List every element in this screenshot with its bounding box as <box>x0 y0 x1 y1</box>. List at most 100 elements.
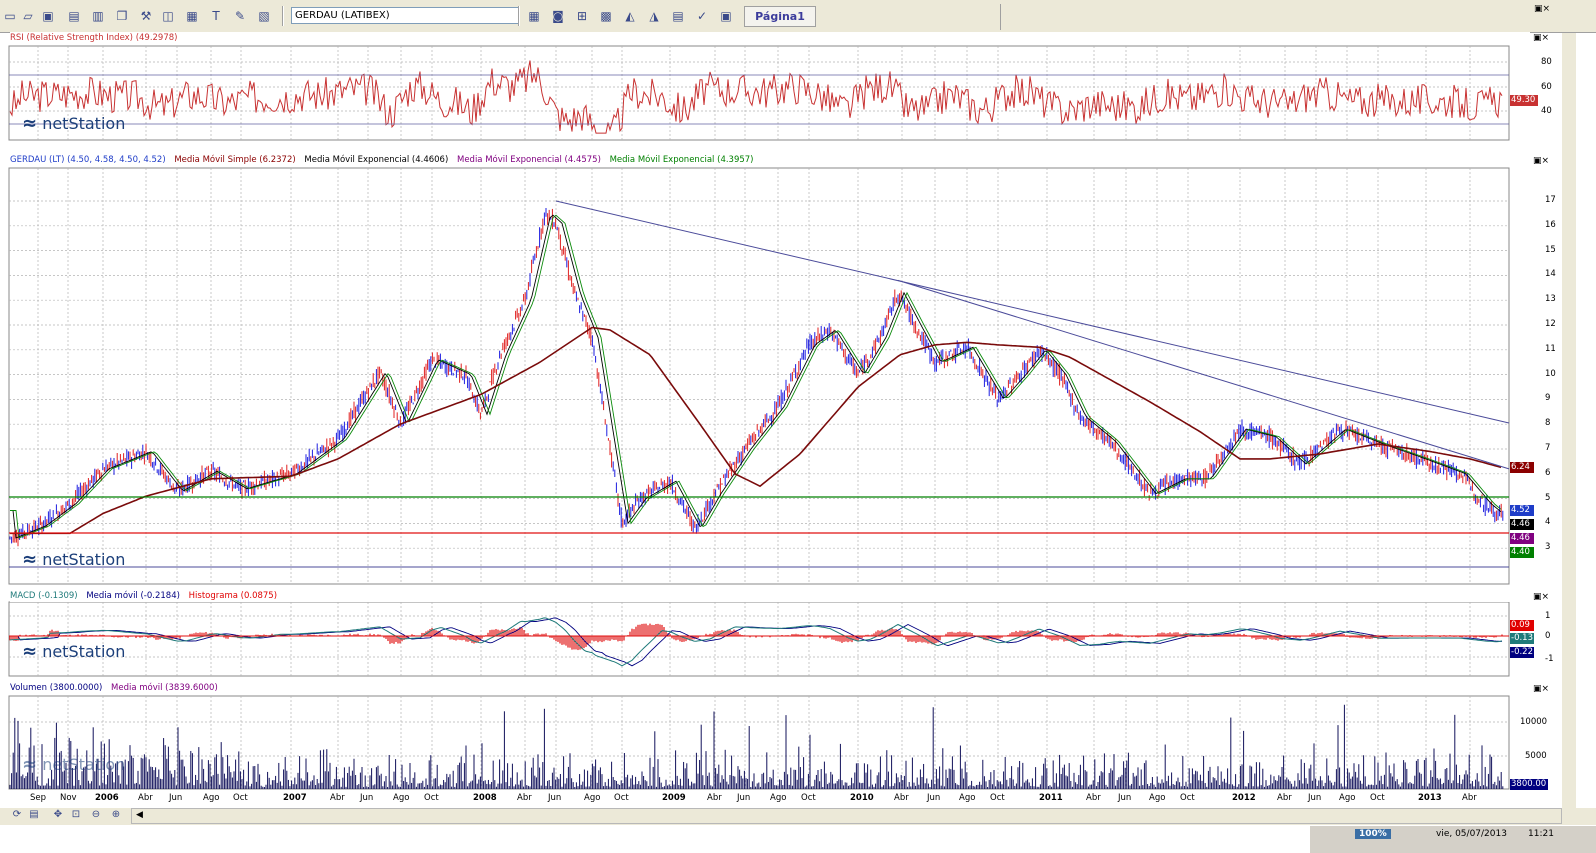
pan-icon[interactable]: ✥ <box>53 809 63 820</box>
trendline-upper <box>555 200 1510 424</box>
system-tray: 100% vie, 05/07/2013 11:21 <box>1310 826 1596 853</box>
price-axis-label: 6 <box>1545 467 1551 478</box>
x-axis-label: Abr <box>138 793 153 803</box>
x-axis-label: Abr <box>1086 793 1101 803</box>
watermark-price: ≈ netStation <box>22 549 126 570</box>
price-header-label: GERDAU (LT) (4.50, 4.58, 4.50, 4.52) <box>10 155 166 165</box>
window-controls[interactable]: ▣× <box>1534 4 1551 14</box>
rsi-header: RSI (Relative Strength Index) (49.2978) <box>10 32 1530 44</box>
x-axis-label: Sep <box>30 793 47 803</box>
indicator-icon[interactable]: ⊞ <box>576 9 588 23</box>
x-axis-label: Oct <box>801 793 816 803</box>
x-axis-label: Ago <box>393 793 410 803</box>
macd-hist-label: Histograma (0.0875) <box>188 591 278 601</box>
x-axis-label: Oct <box>424 793 439 803</box>
tools-icon[interactable]: ⚒ <box>140 9 152 23</box>
x-axis-label: 2012 <box>1232 793 1256 803</box>
ema2-tag: 4.46 <box>1510 533 1534 544</box>
rsi-header-label: RSI (Relative Strength Index) (49.2978) <box>10 33 178 43</box>
rsi-pane-controls[interactable]: ▣× <box>1533 33 1550 43</box>
x-axis-label: Abr <box>517 793 532 803</box>
volume-last-tag: 3800.00 <box>1510 779 1548 790</box>
zoom-in-icon[interactable]: ⊕ <box>111 809 121 820</box>
vertical-scrollbar[interactable] <box>1562 33 1576 808</box>
watermark-volume: ≈ netStation <box>22 754 126 775</box>
volume-pane-controls[interactable]: ▣× <box>1533 684 1550 694</box>
refresh-icon[interactable]: ⟳ <box>12 809 22 820</box>
ema1-tag: 4.46 <box>1510 519 1534 530</box>
macd-pane-controls[interactable]: ▣× <box>1533 592 1550 602</box>
layers-icon[interactable]: ◫ <box>162 9 174 23</box>
x-axis-label: Oct <box>1370 793 1385 803</box>
save-icon[interactable]: ▣ <box>42 9 54 23</box>
tab-pagina1[interactable]: Página1 <box>744 6 816 27</box>
price-axis-label: 16 <box>1545 219 1556 230</box>
x-axis-label: 2008 <box>473 793 497 803</box>
print-icon[interactable]: ▤ <box>68 9 80 23</box>
zoom-area-icon[interactable]: ⊡ <box>71 809 81 820</box>
news-icon[interactable]: ▤ <box>672 9 684 23</box>
sma-label: Media Móvil Simple (6.2372) <box>174 155 296 165</box>
macd-axis-0: 0 <box>1545 631 1551 641</box>
close-tag: 4.52 <box>1510 505 1534 516</box>
x-axis-label: Jun <box>737 793 751 803</box>
format-icon[interactable]: ▤ <box>29 809 39 820</box>
macd-ma-label: Media móvil (-0.2184) <box>86 591 180 601</box>
settings-icon[interactable]: ▧ <box>258 9 270 23</box>
macd-axis-minus1: -1 <box>1545 654 1554 664</box>
open-icon[interactable]: ▱ <box>23 9 33 23</box>
toolbar: ▭ ▱ ▣ ▤ ▥ ❐ ⚒ ◫ ▦ T ✎ ▧ GERDAU (LATIBEX)… <box>0 0 1596 33</box>
x-axis-label: Jun <box>360 793 374 803</box>
grid-icon[interactable]: T <box>212 9 220 23</box>
ema2-label: Media Móvil Exponencial (4.4575) <box>456 155 601 165</box>
zoom-level[interactable]: 100% <box>1355 829 1391 839</box>
layout-icon[interactable]: ▣ <box>720 9 732 23</box>
ema1-line <box>10 214 1502 539</box>
copy-icon[interactable]: ❐ <box>116 9 128 23</box>
x-axis-label: Jun <box>1308 793 1322 803</box>
volume-axis-10000: 10000 <box>1520 717 1548 727</box>
x-axis-label: 2006 <box>95 793 119 803</box>
macd-header: MACD (-0.1309) Media móvil (-0.2184) His… <box>10 590 1530 602</box>
scroll-left-icon[interactable]: ◀ <box>136 810 143 820</box>
x-axis-label: Abr <box>1277 793 1292 803</box>
price-axis-label: 11 <box>1545 343 1556 354</box>
rsi-axis-40: 40 <box>1541 106 1552 116</box>
price-axis-label: 8 <box>1545 418 1551 429</box>
x-axis-label: Ago <box>770 793 787 803</box>
x-axis-label: Nov <box>60 793 77 803</box>
x-axis-label: Ago <box>1149 793 1166 803</box>
price-axis-label: 15 <box>1545 244 1556 255</box>
price-pane-controls[interactable]: ▣× <box>1533 156 1550 166</box>
ema3-tag: 4.40 <box>1510 547 1534 558</box>
x-axis-label: Oct <box>614 793 629 803</box>
x-axis-label: Ago <box>1339 793 1356 803</box>
zoom-out-icon[interactable]: ⊖ <box>91 809 101 820</box>
horizontal-scrollbar[interactable]: ◀ <box>131 808 1562 824</box>
properties-icon[interactable]: ✎ <box>234 9 246 23</box>
macd-line <box>9 617 1503 667</box>
line-chart-icon[interactable]: ▩ <box>600 9 612 23</box>
x-axis-label: 2011 <box>1039 793 1063 803</box>
alert-icon[interactable]: ✓ <box>696 9 708 23</box>
macd-ma-tag: -0.22 <box>1510 647 1534 658</box>
print-preview-icon[interactable]: ▥ <box>92 9 104 23</box>
x-axis-label: Oct <box>1180 793 1195 803</box>
chart-area[interactable] <box>0 0 1562 808</box>
volume-label: Volumen (3800.0000) <box>10 683 103 693</box>
price-axis-label: 4 <box>1545 517 1551 528</box>
x-axis-label: Ago <box>959 793 976 803</box>
macd-axis-1: 1 <box>1545 611 1551 621</box>
bar-chart-icon[interactable]: ▦ <box>528 9 540 23</box>
new-icon[interactable]: ▭ <box>4 9 16 23</box>
trend-icon[interactable]: ◮ <box>649 9 659 23</box>
x-axis-label: 2009 <box>662 793 686 803</box>
x-axis-label: Abr <box>894 793 909 803</box>
price-axis-label: 13 <box>1545 294 1556 305</box>
text-icon[interactable]: ▦ <box>186 9 198 23</box>
area-chart-icon[interactable]: ◭ <box>625 9 635 23</box>
candle-icon[interactable]: ◙ <box>552 9 564 23</box>
x-axis-label: Abr <box>330 793 345 803</box>
status-date: vie, 05/07/2013 <box>1436 829 1507 839</box>
volume-ma-label: Media móvil (3839.6000) <box>111 683 218 693</box>
